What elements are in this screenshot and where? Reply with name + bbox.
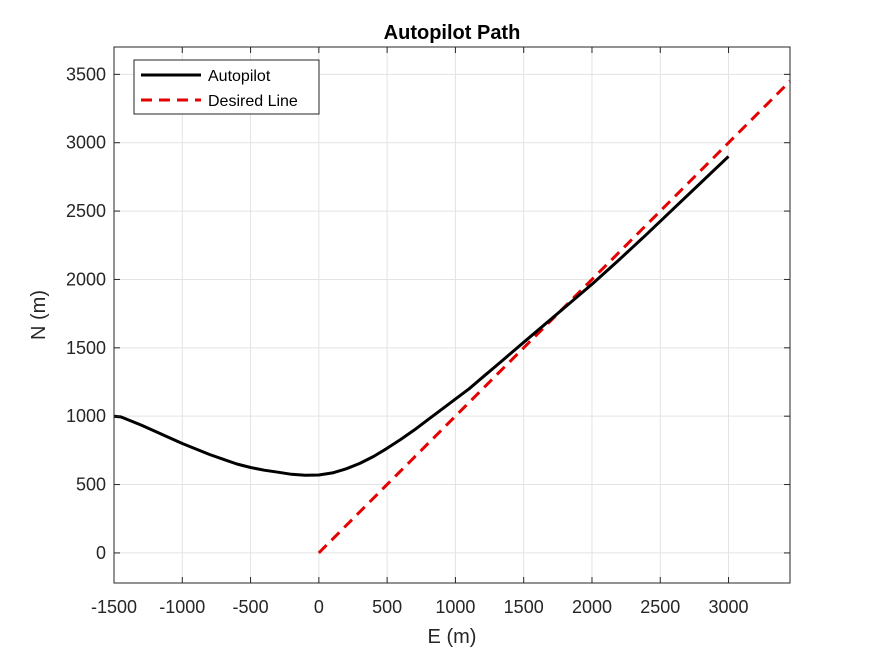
series-layer (113, 80, 792, 554)
axis-ticks: -1500 -1000 -500 0 500 1000 1500 2000 2500 3000 0 5… (66, 47, 790, 617)
plot-frame (113, 46, 791, 584)
x-tick-label: -500 (233, 597, 269, 617)
y-tick-label: 500 (76, 475, 106, 495)
series-line-autopilot (113, 155, 730, 477)
x-tick-label: 0 (314, 597, 324, 617)
x-tick-label: 1000 (435, 597, 475, 617)
x-tick-label: -1500 (91, 597, 137, 617)
grid-lines (113, 47, 790, 583)
legend-label-desired-line: Desired Line (208, 93, 298, 110)
y-axis-label: N (m) (28, 290, 50, 340)
legend-box (133, 59, 320, 115)
plot-background (114, 47, 790, 583)
x-tick-label: 500 (372, 597, 402, 617)
chart-title: Autopilot Path (384, 22, 521, 44)
legend-label-autopilot: Autopilot (208, 68, 271, 85)
y-tick-label: 0 (96, 543, 106, 563)
x-axis-label: E (m) (428, 626, 477, 648)
x-tick-label: 2000 (572, 597, 612, 617)
x-tick-label: -1000 (159, 597, 205, 617)
y-tick-label: 2500 (66, 201, 106, 221)
x-tick-label: 1500 (504, 597, 544, 617)
legend: Autopilot Desired Line (133, 59, 320, 115)
x-tick-label: 2500 (640, 597, 680, 617)
y-tick-label: 1000 (66, 406, 106, 426)
y-tick-label: 1500 (66, 338, 106, 358)
y-tick-label: 3500 (66, 64, 106, 84)
y-tick-label: 2000 (66, 269, 106, 289)
x-tick-label: 3000 (709, 597, 749, 617)
y-tick-label: 3000 (66, 133, 106, 153)
